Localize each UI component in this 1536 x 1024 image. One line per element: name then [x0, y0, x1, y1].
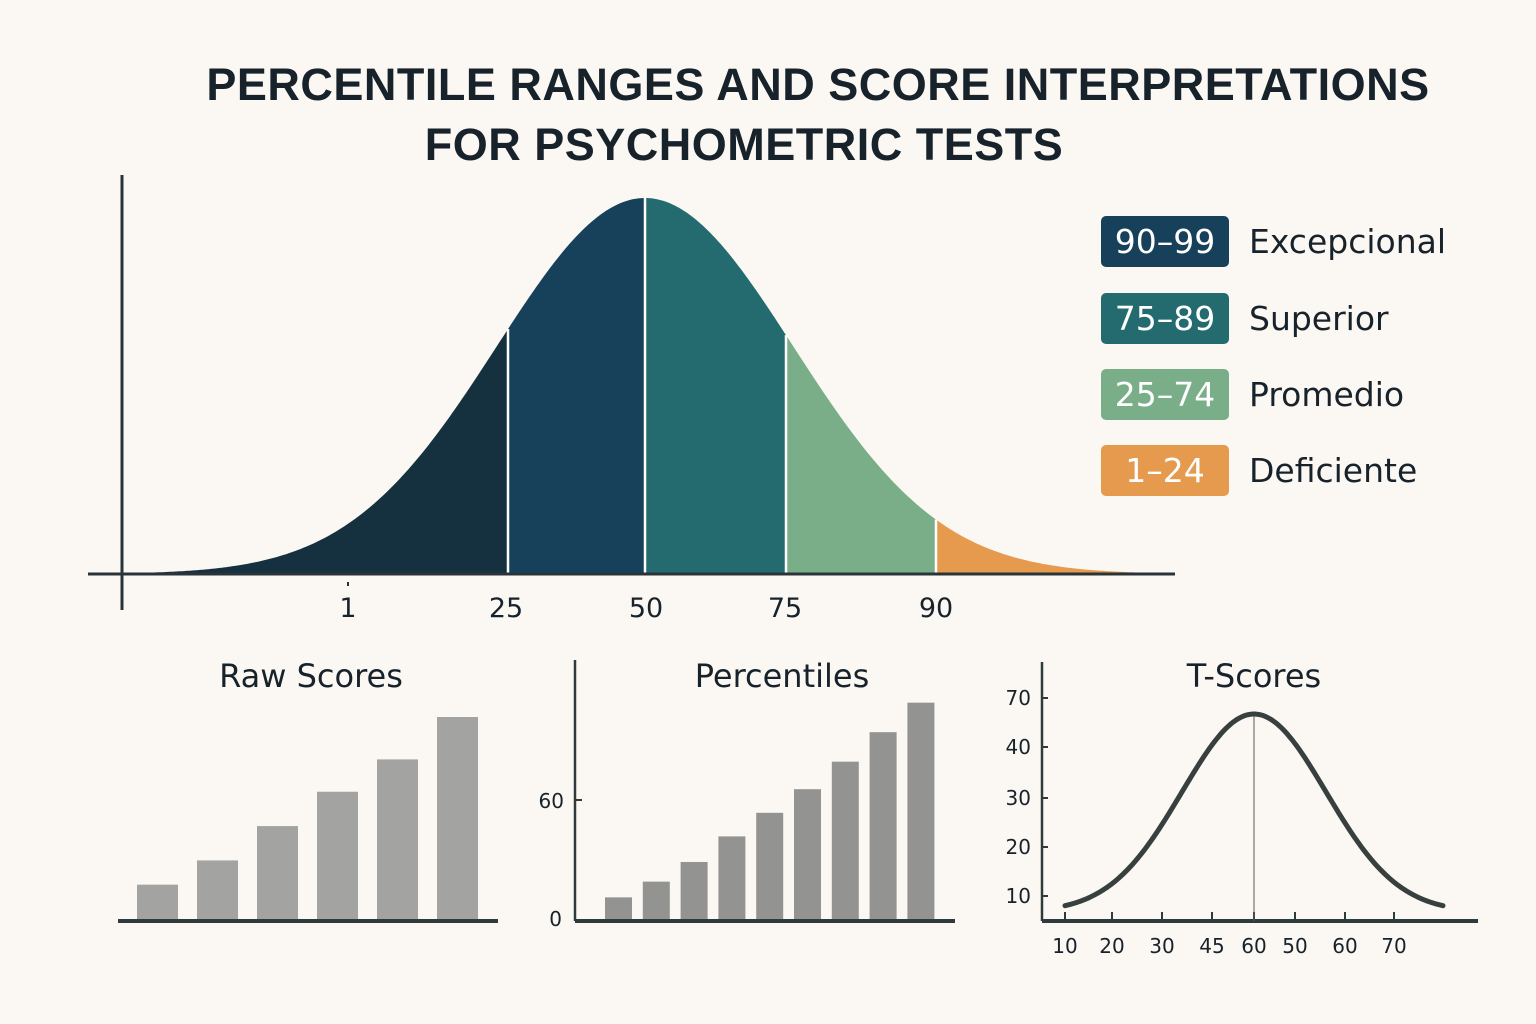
raw-score-bar	[197, 860, 238, 919]
percentile-bar	[794, 789, 821, 919]
legend-label: Excepcional	[1249, 222, 1447, 261]
percentile-bar	[642, 881, 670, 919]
x-tick-label: 20	[1099, 934, 1124, 958]
legend-badge: 75–89	[1101, 293, 1229, 344]
percentile-bar	[869, 732, 897, 919]
percentile-bar	[907, 702, 935, 919]
x-tick-label: 10	[1052, 934, 1077, 958]
legend-item-promedio: 25–74 Promedio	[1101, 369, 1404, 420]
y-tick-label: 0	[549, 907, 562, 931]
legend-item-deficiente: 1–24 Deficiente	[1101, 445, 1417, 496]
raw-score-bar	[257, 826, 298, 919]
legend-badge: 90–99	[1101, 216, 1229, 267]
percentile-bar	[831, 761, 859, 919]
x-tick-label: 75	[768, 593, 802, 624]
legend-item-superior: 75–89 Superior	[1101, 293, 1389, 344]
percentile-bar	[756, 812, 784, 919]
x-tick-label: 90	[919, 593, 953, 624]
legend-label: Superior	[1249, 299, 1389, 338]
title-line-2: FOR PSYCHOMETRIC TESTS	[424, 119, 1064, 170]
y-tick-label: 70	[1006, 686, 1031, 710]
percentile-bar	[605, 897, 632, 919]
y-tick-label: 40	[1006, 735, 1031, 759]
raw-score-bar	[437, 717, 478, 919]
curve-segment-25-50	[508, 198, 645, 574]
curve-segment-75-90	[786, 335, 936, 574]
x-tick-label: 45	[1199, 934, 1224, 958]
curve-segment-50-75	[645, 198, 786, 574]
percentiles-title: Percentiles	[694, 657, 870, 695]
x-tick-label: 25	[489, 593, 523, 624]
y-tick-label: 30	[1006, 786, 1031, 810]
legend-item-excepcional: 90–99 Excepcional	[1101, 216, 1446, 267]
raw-score-bar	[317, 791, 358, 919]
y-tick-label: 20	[1006, 835, 1031, 859]
legend-badge: 1–24	[1101, 445, 1229, 496]
x-tick-label: 50	[1282, 934, 1307, 958]
curve-segment-90-99	[936, 519, 1140, 574]
x-tick-label: 60	[1241, 934, 1266, 958]
raw-scores-title: Raw Scores	[219, 657, 403, 695]
raw-score-bar	[137, 884, 178, 919]
percentile-bar	[718, 836, 746, 919]
legend-label: Promedio	[1249, 375, 1405, 414]
x-tick-label: 70	[1381, 934, 1406, 958]
x-tick-label: 30	[1149, 934, 1174, 958]
curve-segment-1-25	[122, 329, 508, 574]
x-tick-label: 1	[339, 593, 356, 624]
x-tick-label: 60	[1332, 934, 1357, 958]
x-tick-label: 50	[629, 593, 663, 624]
t-score-curve	[1062, 711, 1446, 909]
legend-label: Deficiente	[1249, 451, 1418, 490]
title-line-1: PERCENTILE RANGES AND SCORE INTERPRETATI…	[206, 59, 1430, 110]
y-tick-label: 60	[539, 789, 564, 813]
y-tick-label: 10	[1006, 884, 1031, 908]
t-scores-title: T-Scores	[1186, 657, 1322, 695]
percentile-bar	[680, 861, 708, 919]
legend-badge: 25–74	[1101, 369, 1229, 420]
raw-score-bar	[377, 759, 418, 919]
